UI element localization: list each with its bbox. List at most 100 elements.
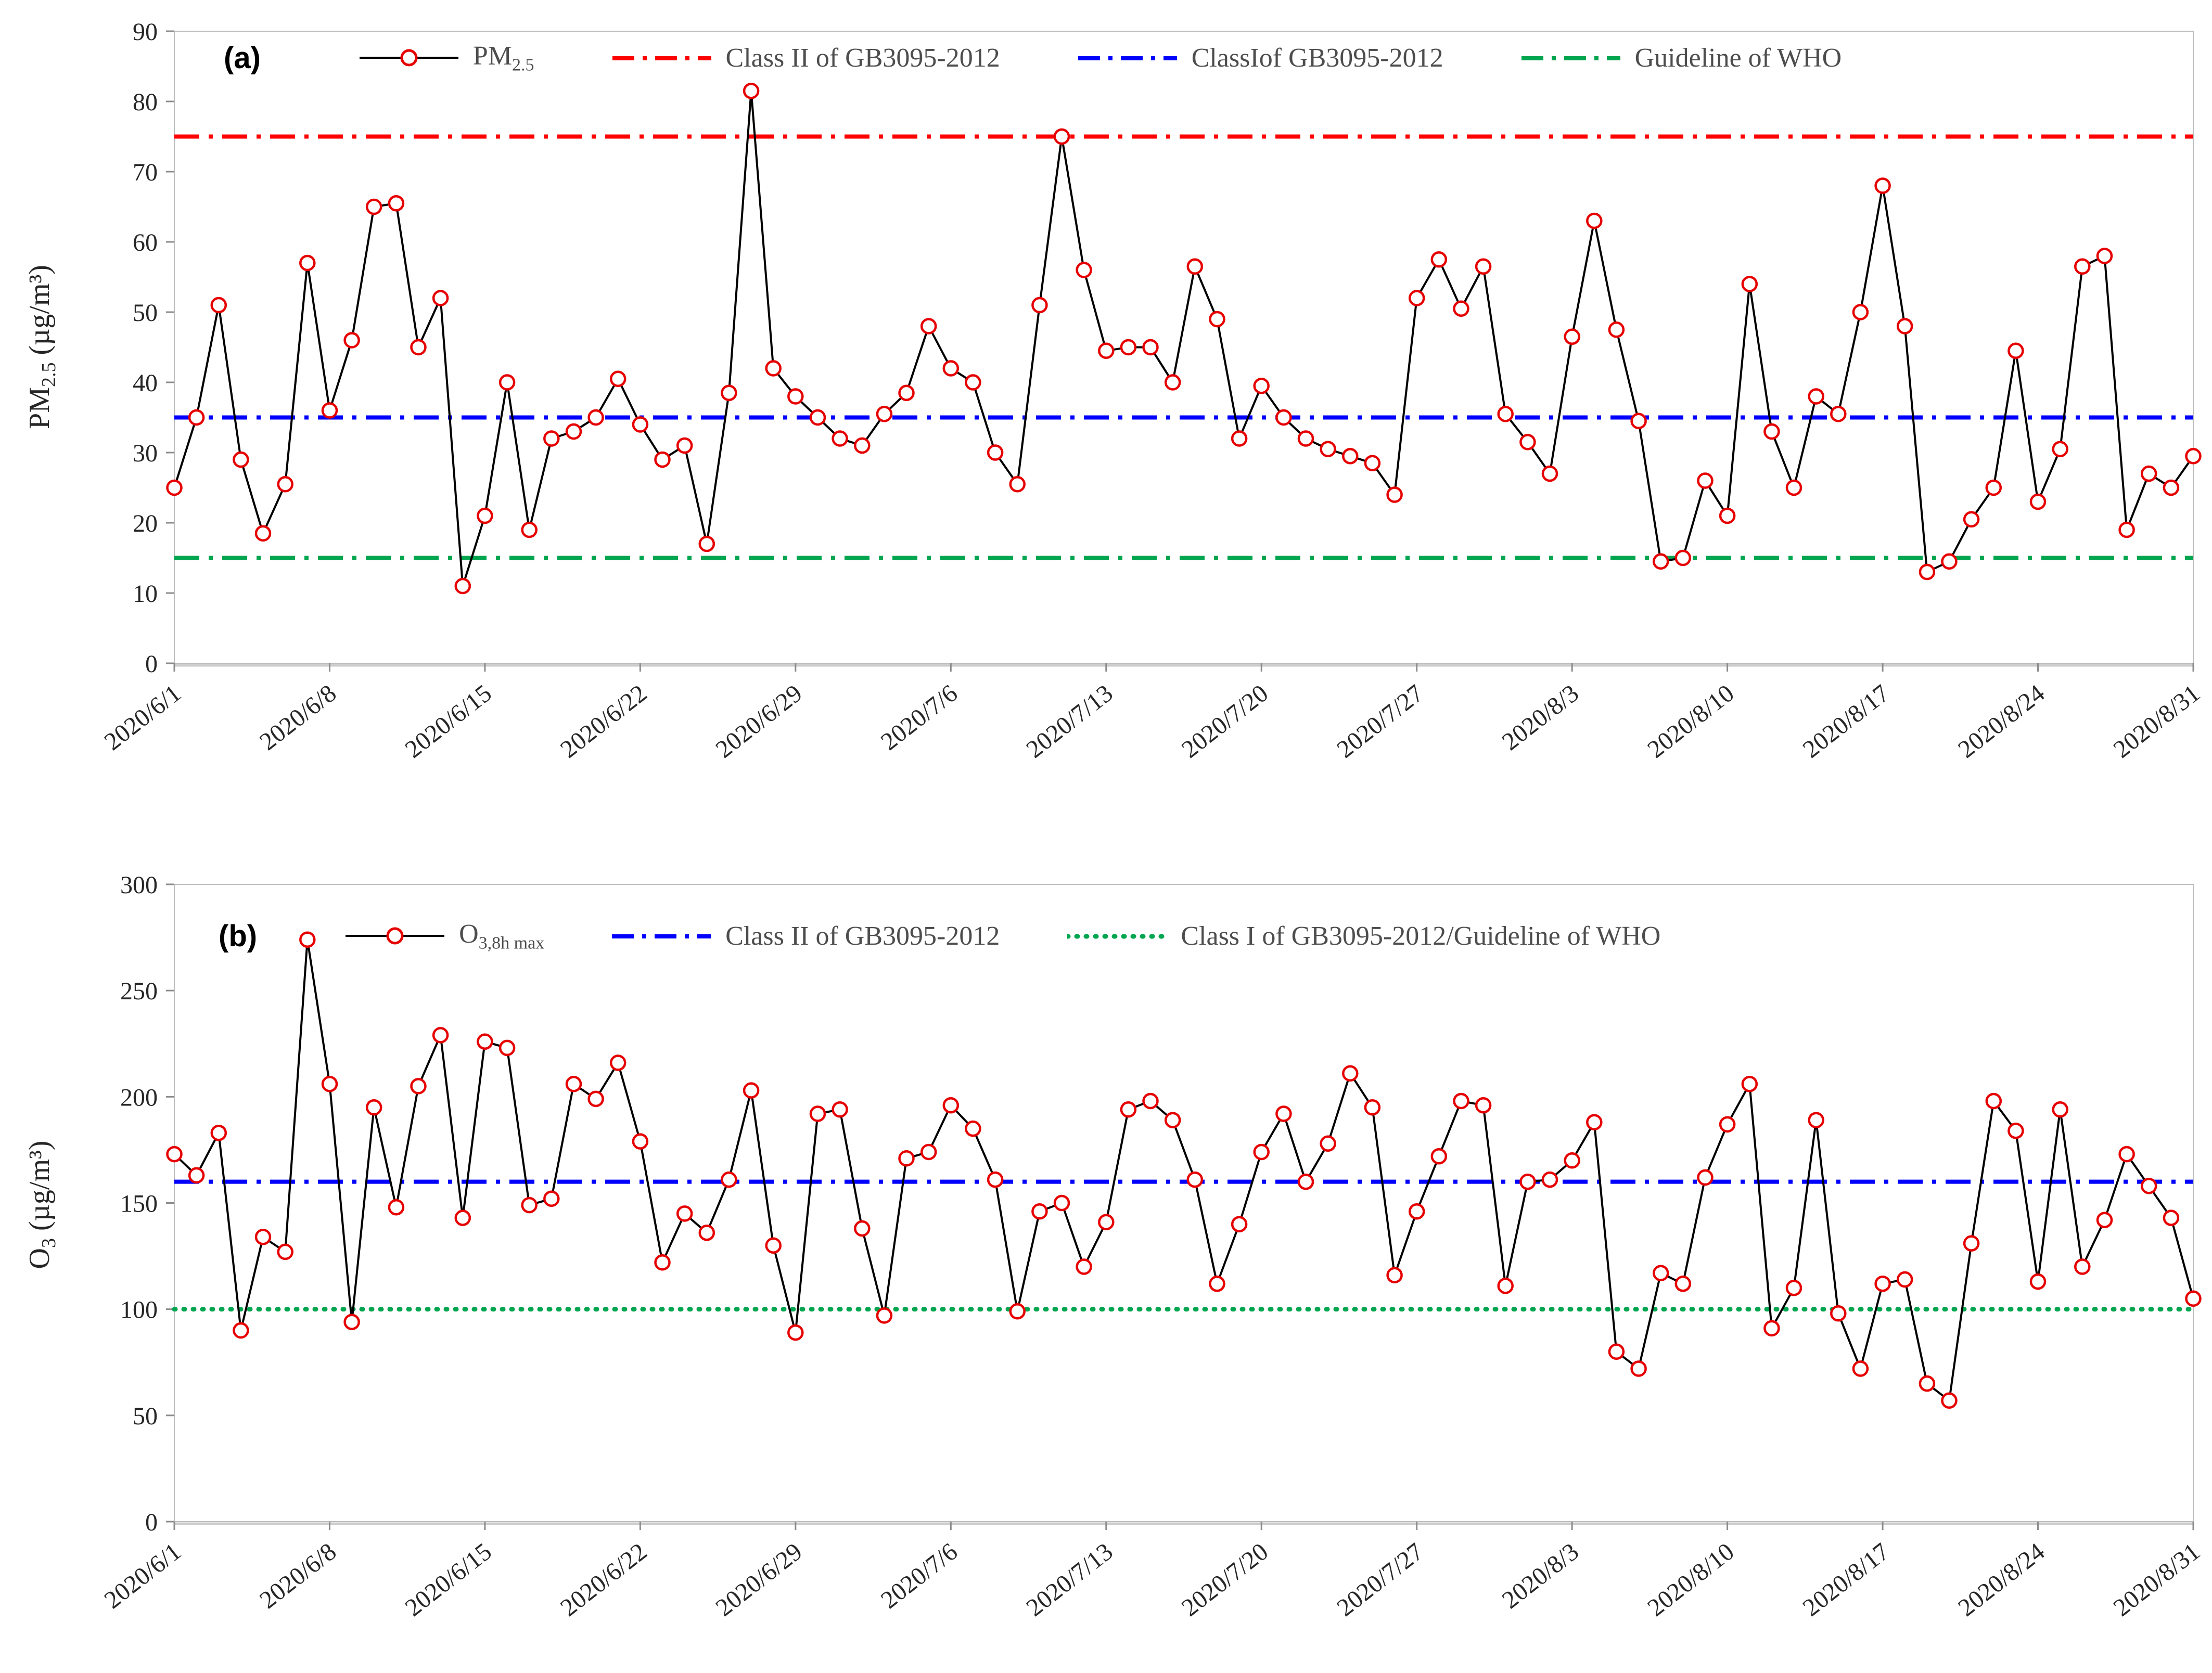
data-marker xyxy=(2052,441,2068,458)
data-marker xyxy=(1985,479,2002,496)
data-marker xyxy=(1785,479,1802,496)
data-marker xyxy=(721,1171,737,1188)
data-marker xyxy=(2074,258,2091,275)
data-marker xyxy=(1564,1152,1580,1169)
x-tick-label: 2020/7/13 xyxy=(1021,679,1118,764)
panel-label-b: (b) xyxy=(219,919,258,953)
data-marker xyxy=(1320,1135,1336,1152)
blue-dashdot-sample-icon xyxy=(612,934,711,938)
data-marker xyxy=(876,406,893,422)
data-marker xyxy=(1608,321,1625,338)
y-title-main-b: O xyxy=(23,1248,56,1269)
data-marker xyxy=(1364,1099,1381,1116)
data-marker xyxy=(2140,1178,2157,1194)
data-marker xyxy=(343,332,360,349)
data-marker xyxy=(321,402,338,419)
legend-label-o3: O3,8h max xyxy=(459,919,545,953)
data-marker xyxy=(1253,1143,1270,1161)
chart-a-canvas: 0 10 20 30 40 50 60 70 80 90 2020/6/1 2020/6/8 2020/… xyxy=(99,18,2205,764)
data-marker xyxy=(2008,342,2024,359)
data-marker xyxy=(809,409,826,426)
y-tick-label: 200 xyxy=(120,1084,158,1111)
data-marker xyxy=(432,1027,449,1044)
data-marker xyxy=(1475,1097,1492,1114)
legend-item-class2-b: Class II of GB3095-2012 xyxy=(612,921,1000,951)
data-marker xyxy=(432,290,449,306)
x-tick-label: 2020/6/29 xyxy=(711,679,808,764)
data-marker xyxy=(166,479,183,496)
data-marker xyxy=(920,1143,937,1161)
data-marker xyxy=(1453,300,1469,317)
data-marker xyxy=(1497,406,1514,422)
data-marker xyxy=(1941,1392,1958,1409)
x-tick-label: 2020/6/1 xyxy=(99,679,186,756)
data-marker xyxy=(765,1237,782,1254)
legend-label-pm25: PM2.5 xyxy=(472,41,534,75)
data-marker xyxy=(1697,1169,1714,1186)
data-marker xyxy=(1231,430,1248,447)
data-marker xyxy=(1852,1360,1869,1377)
x-tick-label: 2020/6/22 xyxy=(555,679,652,764)
data-marker xyxy=(1808,388,1824,405)
data-marker xyxy=(987,444,1004,461)
data-marker xyxy=(166,1146,183,1163)
data-marker xyxy=(2185,1290,2202,1307)
data-marker xyxy=(233,451,249,468)
x-tick-label: 2020/6/22 xyxy=(555,1538,652,1622)
y-title-main-a: PM xyxy=(23,387,56,429)
data-marker xyxy=(1120,339,1137,356)
legend-label-class2: Class II of GB3095-2012 xyxy=(725,43,1000,73)
data-marker xyxy=(1408,290,1425,306)
data-marker xyxy=(2118,1146,2135,1163)
data-marker xyxy=(2052,1101,2068,1118)
series-line xyxy=(173,938,2194,1402)
data-marker xyxy=(565,1076,582,1092)
data-marker xyxy=(787,1324,804,1341)
x-tick-label: 2020/6/8 xyxy=(254,679,341,756)
data-marker xyxy=(1630,413,1647,430)
y-tick-label: 50 xyxy=(133,299,158,327)
y-title-sub-a: 2.5 xyxy=(38,362,60,388)
data-marker xyxy=(1253,378,1270,394)
data-marker xyxy=(1076,262,1092,278)
data-marker xyxy=(854,1220,871,1237)
data-marker xyxy=(410,339,427,356)
data-marker xyxy=(1009,1303,1026,1320)
data-marker xyxy=(1364,455,1381,472)
data-marker xyxy=(965,374,981,391)
data-marker xyxy=(321,1076,338,1092)
data-marker xyxy=(832,1101,848,1118)
data-marker xyxy=(632,1133,649,1150)
legend-item-who: Guideline of WHO xyxy=(1521,43,1842,73)
data-marker xyxy=(1719,507,1736,524)
x-tick-label: 2020/6/1 xyxy=(99,1538,186,1614)
data-marker xyxy=(1031,1203,1048,1220)
data-marker xyxy=(1741,276,1758,292)
data-marker xyxy=(299,931,316,948)
data-marker xyxy=(543,1190,560,1207)
data-marker xyxy=(609,1054,626,1071)
y-title-units-a: (µg/m³) xyxy=(23,265,56,363)
data-marker xyxy=(1142,1092,1159,1110)
data-marker xyxy=(1297,430,1314,447)
data-marker xyxy=(277,476,293,493)
data-marker xyxy=(343,1314,360,1330)
data-marker xyxy=(1142,339,1159,356)
x-tick-label: 2020/8/17 xyxy=(1798,679,1895,764)
data-marker xyxy=(1408,1203,1425,1220)
y-tick-label: 300 xyxy=(120,871,158,899)
x-tick-label: 2020/8/10 xyxy=(1642,1538,1739,1622)
red-dashdot-sample-icon xyxy=(612,56,711,60)
data-marker xyxy=(1297,1173,1314,1190)
legend-item-o3: O3,8h max xyxy=(346,919,544,953)
data-marker xyxy=(765,360,782,377)
x-tick-label: 2020/8/31 xyxy=(2108,679,2205,764)
data-marker xyxy=(521,1196,538,1214)
data-marker xyxy=(698,535,715,552)
x-tick-label: 2020/6/15 xyxy=(400,679,497,764)
data-marker xyxy=(676,1205,693,1222)
chart-b-canvas: 0 50 100 150 200 250 300 2020/6/1 2020/6/8 2020/6… xyxy=(99,871,2205,1622)
data-marker xyxy=(1386,486,1403,503)
data-marker xyxy=(1519,1173,1536,1190)
data-marker xyxy=(1541,465,1558,482)
